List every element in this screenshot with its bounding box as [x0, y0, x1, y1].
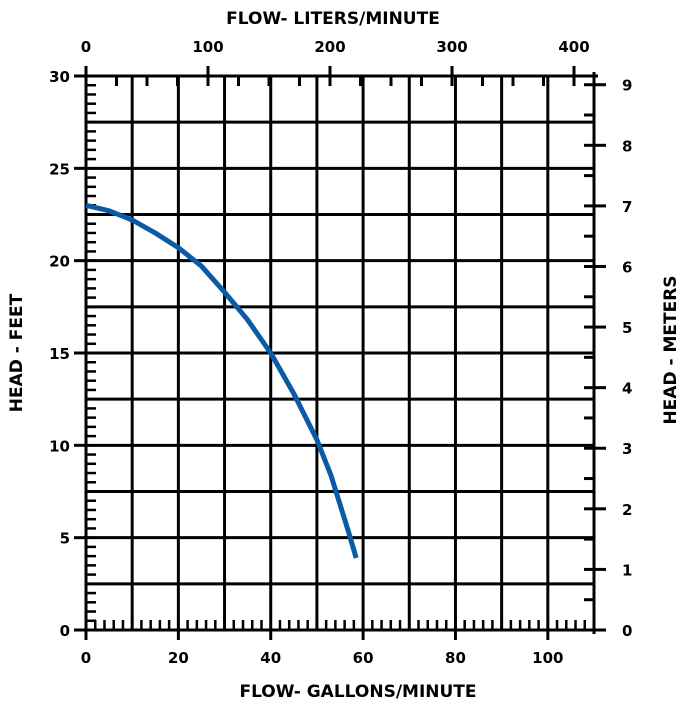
y-right-axis-title: HEAD - METERS	[661, 275, 681, 424]
series-line	[85, 202, 359, 559]
grid-layer	[84, 74, 596, 632]
right-tick-label: 0	[622, 622, 632, 640]
top-tick-label: 400	[558, 38, 589, 56]
y-left-axis-title: HEAD - FEET	[7, 293, 27, 412]
right-tick-label: 9	[622, 77, 632, 95]
left-tick-label: 0	[60, 622, 70, 640]
x-top-axis-title: FLOW- LITERS/MINUTE	[226, 9, 440, 29]
left-tick-label: 5	[60, 530, 70, 548]
top-tick-label: 0	[81, 38, 91, 56]
left-tick-label: 15	[49, 345, 70, 363]
ticks-layer	[74, 66, 606, 640]
left-tick-label: 10	[49, 437, 70, 455]
x-bottom-axis-title: FLOW- GALLONS/MINUTE	[239, 682, 476, 700]
bottom-tick-label: 100	[532, 649, 563, 667]
right-tick-label: 8	[622, 137, 632, 155]
top-tick-label: 100	[192, 38, 223, 56]
bottom-tick-label: 60	[353, 649, 374, 667]
left-tick-label: 20	[49, 253, 70, 271]
right-tick-label: 7	[622, 198, 632, 216]
right-tick-label: 5	[622, 319, 632, 337]
bottom-tick-label: 80	[445, 649, 466, 667]
left-tick-label: 25	[49, 160, 70, 178]
bottom-tick-label: 20	[168, 649, 189, 667]
bottom-tick-label: 0	[81, 649, 91, 667]
right-tick-label: 6	[622, 258, 632, 276]
series-layer	[85, 202, 359, 559]
top-tick-label: 300	[436, 38, 467, 56]
top-tick-label: 200	[314, 38, 345, 56]
right-tick-label: 1	[622, 561, 632, 579]
right-tick-label: 2	[622, 501, 632, 519]
right-tick-label: 4	[622, 380, 632, 398]
right-tick-label: 3	[622, 440, 632, 458]
bottom-tick-label: 40	[260, 649, 281, 667]
left-tick-label: 30	[49, 68, 70, 86]
